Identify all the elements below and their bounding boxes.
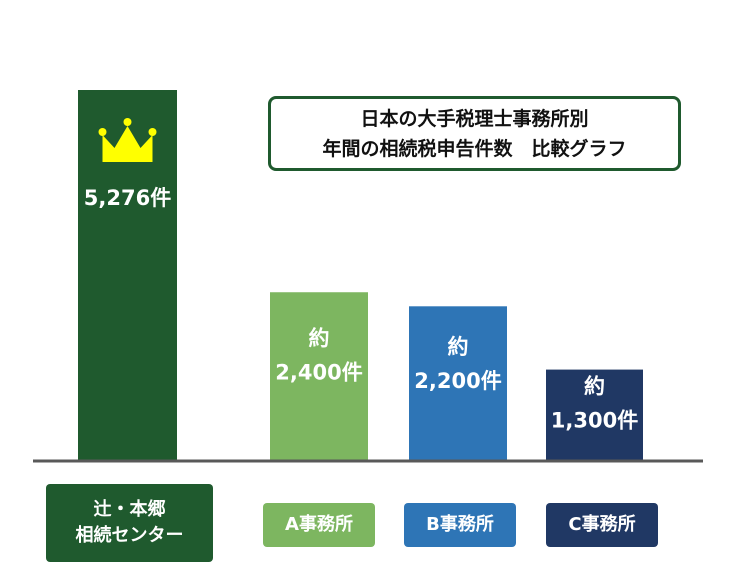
- crown-jewel-2: [148, 128, 157, 136]
- bar-2: [409, 306, 507, 461]
- data-label-3-1: 1,300件: [551, 408, 638, 432]
- category-label-0: 辻・本郷相続センター: [46, 484, 213, 562]
- bar-1: [270, 292, 368, 461]
- data-label-1-1: 2,400件: [275, 360, 362, 384]
- category-label-1-line-0: A事務所: [285, 514, 353, 535]
- category-label-0-line-1: 相続センター: [75, 525, 184, 546]
- data-label-1-0: 約: [309, 326, 330, 350]
- chart-subtitle: 年間の相続税申告件数 比較グラフ: [322, 137, 627, 160]
- data-label-3-0: 約: [584, 374, 605, 398]
- crown-jewel-1: [123, 118, 132, 126]
- category-label-2: B事務所: [404, 503, 516, 547]
- category-label-3: C事務所: [546, 503, 658, 547]
- data-label-0-0: 5,276件: [84, 186, 171, 210]
- data-label-2-0: 約: [448, 335, 469, 359]
- category-label-3-line-0: C事務所: [568, 514, 636, 535]
- chart-title: 日本の大手税理士事務所別: [360, 107, 589, 130]
- crown-icon: [102, 126, 153, 162]
- data-label-2-1: 2,200件: [414, 369, 501, 393]
- crown-jewel-0: [98, 128, 107, 136]
- category-label-1: A事務所: [263, 503, 375, 547]
- bar-3: [546, 369, 643, 461]
- category-label-0-line-0: 辻・本郷: [93, 499, 166, 520]
- category-label-2-line-0: B事務所: [426, 514, 494, 535]
- chart-title-box: 日本の大手税理士事務所別 年間の相続税申告件数 比較グラフ: [268, 96, 681, 171]
